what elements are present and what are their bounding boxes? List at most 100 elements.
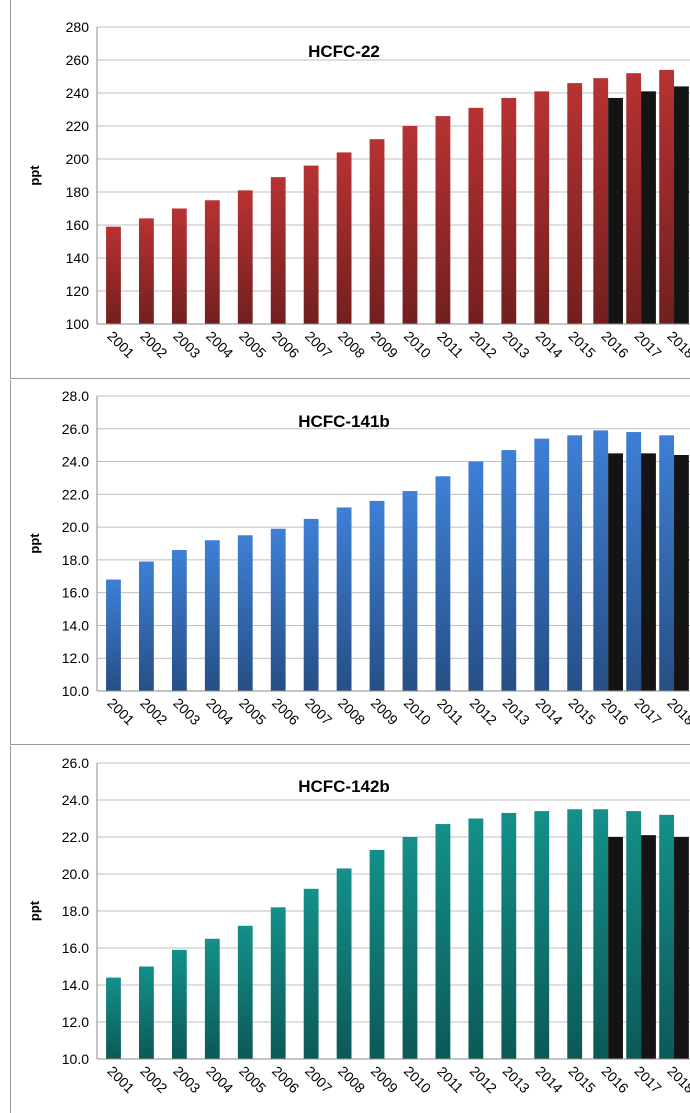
- y-axis-title: ppt: [27, 165, 42, 186]
- y-tick-label: 18.0: [62, 903, 89, 919]
- y-tick-label: 20.0: [62, 519, 89, 535]
- x-tick-label: 2014: [533, 1063, 566, 1096]
- bar-2012: [468, 107, 484, 324]
- x-tick-label: 2016: [599, 328, 632, 361]
- y-tick-label: 100: [66, 316, 90, 332]
- bar-2006: [270, 907, 286, 1059]
- x-tick-label: 2009: [368, 328, 401, 361]
- y-tick-label: 20.0: [62, 866, 89, 882]
- bar-2018-alt: [674, 455, 689, 691]
- y-tick-label: 240: [66, 85, 90, 101]
- bar-2017: [626, 811, 642, 1059]
- x-tick-label: 2017: [631, 328, 664, 361]
- y-tick-label: 10.0: [62, 1051, 89, 1067]
- x-tick-label: 2012: [467, 328, 500, 361]
- y-tick-label: 24.0: [62, 454, 89, 470]
- chart-panel-hcfc-141b: 10.0 12.0 14.0 16.0 18.0 20.0 22.0 24.0 26.0 28.0…: [10, 380, 690, 745]
- x-tick-label: 2004: [203, 1063, 236, 1096]
- bar-2009: [369, 139, 385, 324]
- x-tick-label: 2007: [302, 1063, 335, 1096]
- y-tick-label: 18.0: [62, 552, 89, 568]
- x-tick-label: 2004: [203, 328, 236, 361]
- bar-2017-alt: [641, 91, 656, 324]
- bar-2016: [593, 809, 609, 1059]
- chart-panel-hcfc-142b: 10.0 12.0 14.0 16.0 18.0 20.0 22.0 24.0 26.0 2001…: [10, 746, 690, 1113]
- y-tick-label: 26.0: [62, 755, 89, 771]
- bar-2002: [139, 218, 154, 324]
- chart-title: HCFC-22: [308, 42, 380, 61]
- x-tick-label: 2007: [302, 695, 335, 728]
- y-tick-label: 26.0: [62, 421, 89, 437]
- y-tick-label: 280: [66, 19, 90, 35]
- bar-2014: [534, 438, 550, 691]
- bar-2009: [369, 500, 385, 691]
- x-tick-label: 2001: [104, 695, 137, 728]
- bar-2001: [106, 226, 121, 324]
- bar-2015: [567, 809, 583, 1059]
- x-tick-label: 2018: [664, 1063, 690, 1096]
- y-axis-title: ppt: [27, 533, 42, 554]
- x-tick-label: 2011: [434, 328, 467, 361]
- bar-2011: [435, 476, 451, 691]
- y-tick-label: 16.0: [62, 940, 89, 956]
- bar-2005: [237, 925, 253, 1059]
- y-tick-label: 200: [66, 151, 90, 167]
- x-tick-label: 2010: [401, 328, 434, 361]
- x-tick-label: 2006: [269, 328, 302, 361]
- bar-2006: [270, 528, 286, 691]
- y-tick-label: 220: [66, 118, 90, 134]
- y-tick-label: 140: [66, 250, 90, 266]
- x-tick-label: 2015: [566, 1063, 599, 1096]
- x-tick-label: 2004: [203, 695, 236, 728]
- bar-2016-alt: [608, 97, 623, 324]
- y-tick-label: 160: [66, 217, 90, 233]
- bar-2009: [369, 849, 385, 1059]
- x-tick-label: 2018: [664, 328, 690, 361]
- y-tick-label: 12.0: [62, 1014, 89, 1030]
- bar-2002: [139, 966, 154, 1059]
- chart-panel-hcfc-22: 100 120 140 160 180 200 220 240 260 280 2001 2002 20…: [10, 0, 690, 379]
- bar-2010: [402, 837, 418, 1059]
- bar-2016-alt: [608, 837, 623, 1059]
- x-tick-label: 2002: [137, 695, 170, 728]
- x-tick-label: 2009: [368, 695, 401, 728]
- y-tick-label: 14.0: [62, 977, 89, 993]
- bar-2001: [106, 579, 121, 691]
- x-tick-label: 2017: [631, 695, 664, 728]
- x-tick-label: 2001: [104, 1063, 137, 1096]
- x-tick-label: 2002: [137, 328, 170, 361]
- x-tick-label: 2013: [500, 695, 533, 728]
- x-tick-label: 2010: [401, 695, 434, 728]
- bar-2017-alt: [641, 453, 656, 691]
- x-tick-label: 2012: [467, 1063, 500, 1096]
- x-tick-label: 2014: [533, 328, 566, 361]
- bar-2016-alt: [608, 453, 623, 691]
- x-tick-label: 2007: [302, 328, 335, 361]
- bar-2017: [626, 73, 642, 324]
- bar-2012: [468, 818, 484, 1059]
- x-tick-label: 2003: [170, 1063, 203, 1096]
- bar-2005: [237, 535, 253, 691]
- bar-2003: [171, 550, 187, 691]
- y-tick-label: 16.0: [62, 585, 89, 601]
- bar-2018-alt: [674, 86, 689, 325]
- bar-2007: [303, 518, 319, 691]
- x-tick-label: 2013: [500, 328, 533, 361]
- x-tick-label: 2006: [269, 1063, 302, 1096]
- x-tick-label: 2017: [631, 1063, 664, 1096]
- x-tick-label: 2003: [170, 695, 203, 728]
- bar-2011: [435, 116, 451, 324]
- bar-2005: [237, 190, 253, 324]
- x-tick-label: 2002: [137, 1063, 170, 1096]
- x-tick-label: 2010: [401, 1063, 434, 1096]
- bar-2001: [106, 977, 121, 1059]
- bar-2006: [270, 177, 286, 324]
- bar-2017-alt: [641, 835, 656, 1059]
- x-tick-label: 2008: [335, 1063, 368, 1096]
- bar-2015: [567, 83, 583, 324]
- x-tick-label: 2016: [599, 695, 632, 728]
- x-tick-label: 2016: [599, 1063, 632, 1096]
- x-tick-label: 2008: [335, 328, 368, 361]
- bar-2008: [336, 152, 352, 324]
